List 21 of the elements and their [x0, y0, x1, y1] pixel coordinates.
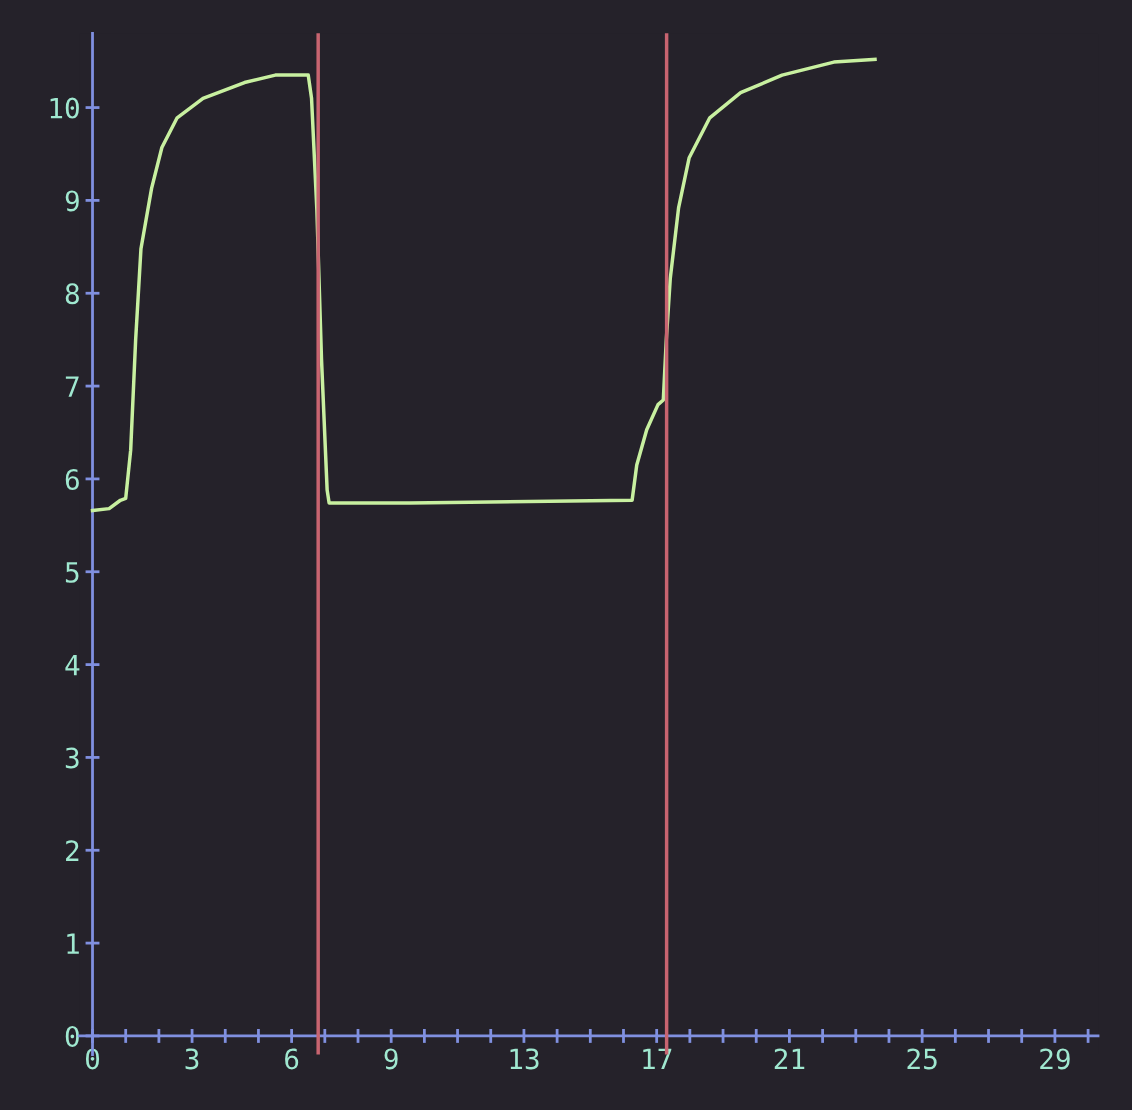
y-tick-label: 8 — [65, 283, 79, 305]
y-tick-label: 2 — [66, 840, 79, 861]
y-tick-label: 7 — [65, 376, 79, 397]
x-tick-label: 13 — [510, 1048, 539, 1070]
y-tick-label: 4 — [65, 654, 80, 676]
x-tick-label: 29 — [1040, 1048, 1070, 1070]
y-tick-label: 5 — [65, 562, 79, 583]
x-tick-label: 6 — [285, 1048, 299, 1070]
y-tick-label: 1 — [67, 933, 79, 954]
x-tick-label: 3 — [185, 1048, 199, 1070]
y-tick-label: 9 — [65, 190, 79, 212]
x-tick-label: 21 — [774, 1048, 805, 1069]
x-tick-label: 17 — [643, 1048, 672, 1069]
y-tick-label: 3 — [65, 747, 79, 769]
y-tick-label: 0 — [65, 1025, 79, 1047]
y-tick-label: 10 — [50, 97, 79, 119]
x-tick-label: 0 — [85, 1048, 100, 1070]
x-tick-label: 25 — [907, 1048, 937, 1070]
x-tick-label: 9 — [384, 1048, 398, 1070]
line-series — [90, 57, 877, 513]
y-tick-label: 6 — [65, 468, 79, 490]
